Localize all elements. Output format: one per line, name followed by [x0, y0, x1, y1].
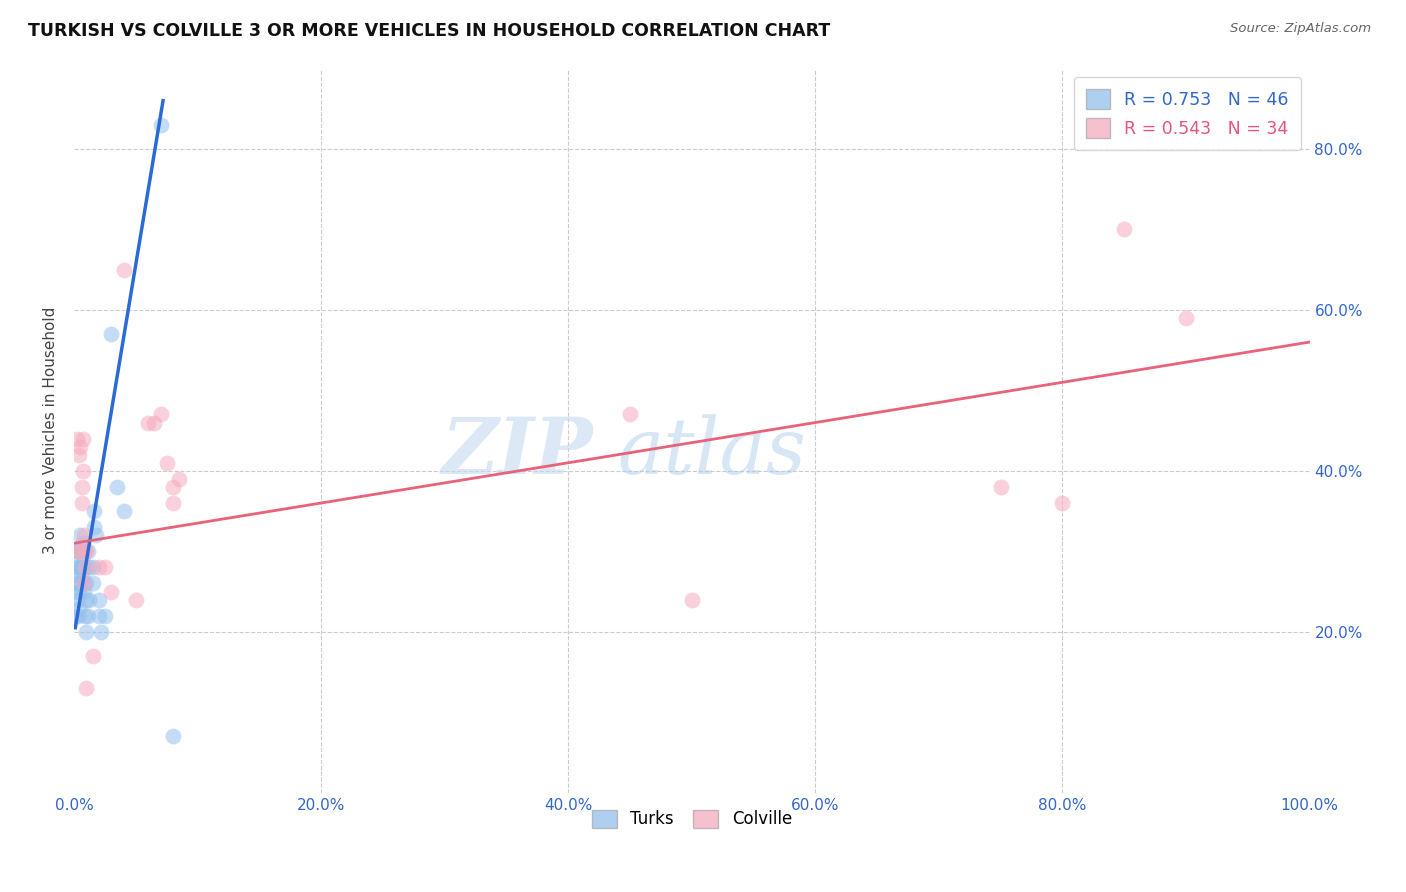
Point: [65, 560, 87, 574]
Point: [77, 560, 100, 574]
Point: [87, 560, 110, 574]
Point: [69, 576, 91, 591]
Point: [136, 416, 159, 430]
Point: [65, 568, 87, 582]
Point: [69, 528, 91, 542]
Point: [1175, 310, 1198, 325]
Point: [69, 544, 91, 558]
Point: [66, 544, 89, 558]
Point: [69, 544, 91, 558]
Point: [156, 456, 179, 470]
Point: [1114, 222, 1136, 236]
Point: [75, 544, 97, 558]
Point: [112, 262, 135, 277]
Point: [67, 448, 90, 462]
Point: [75, 608, 97, 623]
Point: [67, 560, 90, 574]
Point: [72, 432, 94, 446]
Point: [162, 496, 184, 510]
Point: [1052, 496, 1074, 510]
Point: [82, 576, 104, 591]
Point: [67, 584, 90, 599]
Point: [82, 648, 104, 663]
Point: [86, 528, 108, 542]
Point: [73, 528, 96, 542]
Point: [65, 544, 87, 558]
Point: [73, 544, 96, 558]
Text: ZIP: ZIP: [441, 414, 593, 491]
Point: [65, 608, 87, 623]
Point: [112, 504, 135, 518]
Point: [75, 576, 97, 591]
Point: [100, 584, 122, 599]
Point: [149, 408, 172, 422]
Point: [87, 592, 110, 607]
Point: [83, 520, 105, 534]
Point: [76, 608, 98, 623]
Point: [162, 480, 184, 494]
Point: [82, 560, 104, 574]
Point: [66, 592, 89, 607]
Point: [72, 464, 94, 478]
Point: [77, 592, 100, 607]
Point: [75, 544, 97, 558]
Text: Source: ZipAtlas.com: Source: ZipAtlas.com: [1230, 22, 1371, 36]
Point: [75, 592, 97, 607]
Point: [73, 576, 96, 591]
Point: [73, 576, 96, 591]
Point: [69, 440, 91, 454]
Point: [67, 600, 90, 615]
Point: [681, 592, 703, 607]
Point: [76, 544, 98, 558]
Point: [75, 624, 97, 639]
Point: [72, 536, 94, 550]
Text: TURKISH VS COLVILLE 3 OR MORE VEHICLES IN HOUSEHOLD CORRELATION CHART: TURKISH VS COLVILLE 3 OR MORE VEHICLES I…: [28, 22, 831, 40]
Point: [87, 608, 110, 623]
Point: [75, 560, 97, 574]
Point: [70, 480, 93, 494]
Point: [70, 552, 93, 566]
Point: [69, 560, 91, 574]
Y-axis label: 3 or more Vehicles in Household: 3 or more Vehicles in Household: [44, 307, 58, 554]
Point: [83, 504, 105, 518]
Point: [65, 584, 87, 599]
Point: [100, 326, 122, 341]
Point: [65, 432, 87, 446]
Point: [990, 480, 1012, 494]
Point: [66, 608, 89, 623]
Point: [619, 408, 641, 422]
Point: [125, 592, 148, 607]
Point: [167, 472, 190, 486]
Point: [73, 584, 96, 599]
Point: [75, 560, 97, 574]
Point: [162, 729, 184, 743]
Point: [70, 496, 93, 510]
Point: [75, 681, 97, 695]
Legend: Turks, Colville: Turks, Colville: [585, 803, 799, 835]
Text: atlas: atlas: [617, 414, 807, 491]
Point: [94, 608, 117, 623]
Point: [143, 416, 166, 430]
Point: [70, 568, 93, 582]
Point: [72, 560, 94, 574]
Point: [90, 624, 112, 639]
Point: [149, 118, 172, 132]
Point: [105, 480, 128, 494]
Point: [94, 560, 117, 574]
Point: [66, 576, 89, 591]
Point: [66, 544, 89, 558]
